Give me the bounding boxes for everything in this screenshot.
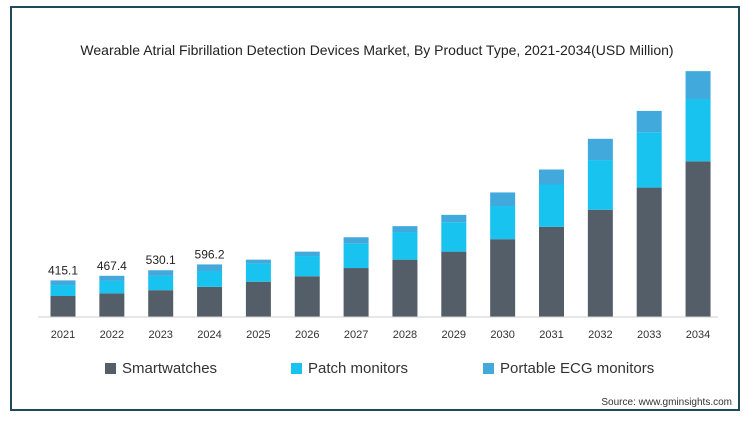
- bar-2034-smartwatches: [685, 161, 711, 317]
- bar-2028-smartwatches: [392, 259, 418, 317]
- legend-label-patch-monitors: Patch monitors: [308, 360, 409, 377]
- bar-2033-patch-monitors: [636, 132, 662, 188]
- x-tick-2026: 2026: [295, 329, 319, 341]
- data-label-2024: 596.2: [195, 247, 225, 261]
- legend-item-smartwatches: Smartwatches: [105, 360, 217, 377]
- bar-2023-patch-monitors: [148, 275, 174, 291]
- x-tick-2025: 2025: [246, 329, 270, 341]
- x-tick-2029: 2029: [442, 329, 466, 341]
- bar-2029-portable-ecg-monitors: [441, 214, 467, 223]
- bar-2030-smartwatches: [490, 239, 516, 317]
- bar-2034-portable-ecg-monitors: [685, 71, 711, 100]
- x-tick-2034: 2034: [686, 329, 710, 341]
- bar-2031-portable-ecg-monitors: [539, 169, 564, 185]
- bar-2030-patch-monitors: [490, 206, 516, 240]
- data-label-2023: 530.1: [146, 253, 176, 267]
- data-label-2022: 467.4: [97, 259, 127, 273]
- source-note: Source: www.gminsights.com: [601, 397, 732, 408]
- bar-2025-smartwatches: [245, 281, 271, 317]
- bar-2024-patch-monitors: [197, 270, 223, 287]
- legend: Smartwatches Patch monitors Portable ECG…: [0, 360, 754, 380]
- bar-2028-patch-monitors: [392, 232, 418, 260]
- bar-2031-smartwatches: [539, 226, 564, 317]
- bar-2024-portable-ecg-monitors: [197, 264, 223, 271]
- bar-2022-smartwatches: [99, 293, 125, 317]
- bar-2026-patch-monitors: [294, 256, 320, 277]
- chart-title: Wearable Atrial Fibrillation Detection D…: [80, 42, 674, 58]
- legend-swatch-portable-ecg: [483, 363, 494, 374]
- x-tick-2027: 2027: [344, 329, 368, 341]
- bar-2024-smartwatches: [197, 286, 223, 317]
- x-tick-2021: 2021: [51, 329, 75, 341]
- legend-swatch-smartwatches: [105, 363, 116, 374]
- bar-2022-patch-monitors: [99, 280, 125, 294]
- legend-item-portable-ecg: Portable ECG monitors: [483, 360, 654, 377]
- legend-item-patch-monitors: Patch monitors: [291, 360, 408, 377]
- bar-2027-smartwatches: [343, 268, 369, 317]
- bar-2031-patch-monitors: [539, 184, 564, 227]
- bar-2021-smartwatches: [50, 296, 76, 317]
- bar-2023-smartwatches: [148, 290, 174, 317]
- bars-group: [50, 71, 711, 317]
- x-tick-2033: 2033: [637, 329, 661, 341]
- bar-2021-portable-ecg-monitors: [50, 280, 76, 286]
- bar-2032-smartwatches: [587, 209, 613, 317]
- bar-2033-portable-ecg-monitors: [636, 110, 662, 133]
- chart-frame: [10, 6, 740, 411]
- x-tick-2032: 2032: [588, 329, 612, 341]
- bar-2028-portable-ecg-monitors: [392, 226, 418, 233]
- x-tick-2028: 2028: [393, 329, 417, 341]
- bar-2026-smartwatches: [294, 276, 320, 317]
- bar-2025-patch-monitors: [245, 263, 271, 282]
- bar-2029-patch-monitors: [441, 222, 467, 252]
- bar-2032-portable-ecg-monitors: [587, 138, 613, 161]
- legend-swatch-patch-monitors: [291, 363, 302, 374]
- bar-2026-portable-ecg-monitors: [294, 251, 320, 257]
- bar-2029-smartwatches: [441, 251, 467, 317]
- bar-2033-smartwatches: [636, 187, 662, 317]
- x-tick-2031: 2031: [539, 329, 563, 341]
- data-labels: 415.1 467.4 530.1 596.2: [48, 247, 225, 277]
- bar-2021-patch-monitors: [50, 285, 76, 297]
- bar-2032-patch-monitors: [587, 160, 613, 210]
- x-tick-2022: 2022: [100, 329, 124, 341]
- bar-2027-patch-monitors: [343, 243, 369, 269]
- bar-2030-portable-ecg-monitors: [490, 192, 516, 207]
- bar-2034-patch-monitors: [685, 99, 711, 162]
- data-label-2021: 415.1: [48, 263, 78, 277]
- bar-2022-portable-ecg-monitors: [99, 275, 125, 281]
- x-tick-2030: 2030: [490, 329, 514, 341]
- x-tick-2023: 2023: [148, 329, 172, 341]
- x-tick-labels: 2021 2022 2023 2024 2025 2026 2027 2028 2029 2030…: [51, 329, 711, 341]
- legend-label-portable-ecg: Portable ECG monitors: [500, 360, 655, 377]
- legend-label-smartwatches: Smartwatches: [122, 360, 218, 377]
- bar-2025-portable-ecg-monitors: [245, 259, 271, 264]
- bar-2027-portable-ecg-monitors: [343, 237, 369, 244]
- x-tick-2024: 2024: [197, 329, 221, 341]
- bar-2023-portable-ecg-monitors: [148, 270, 174, 276]
